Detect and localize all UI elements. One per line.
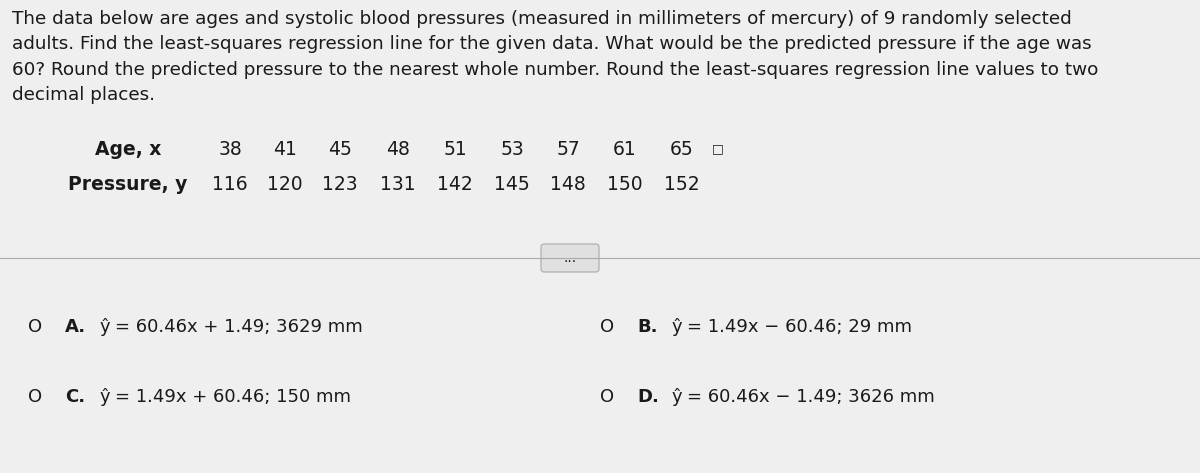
Text: 116: 116 — [212, 175, 248, 194]
Text: 123: 123 — [322, 175, 358, 194]
Text: = 60.46x + 1.49; 3629 mm: = 60.46x + 1.49; 3629 mm — [115, 318, 362, 336]
Text: 120: 120 — [268, 175, 302, 194]
Text: C.: C. — [65, 388, 85, 406]
Text: Pressure, y: Pressure, y — [68, 175, 187, 194]
Text: O: O — [28, 388, 42, 406]
Text: ŷ: ŷ — [672, 388, 683, 406]
Text: 38: 38 — [218, 140, 242, 159]
Text: ŷ: ŷ — [100, 318, 110, 336]
Text: 148: 148 — [550, 175, 586, 194]
Text: 57: 57 — [556, 140, 580, 159]
Text: 51: 51 — [443, 140, 467, 159]
Text: The data below are ages and systolic blood pressures (measured in millimeters of: The data below are ages and systolic blo… — [12, 10, 1098, 104]
Text: = 1.49x + 60.46; 150 mm: = 1.49x + 60.46; 150 mm — [115, 388, 352, 406]
Text: 152: 152 — [664, 175, 700, 194]
FancyBboxPatch shape — [541, 244, 599, 272]
Text: 41: 41 — [274, 140, 296, 159]
Text: 65: 65 — [670, 140, 694, 159]
Text: O: O — [600, 318, 614, 336]
Text: 48: 48 — [386, 140, 410, 159]
Text: 150: 150 — [607, 175, 643, 194]
Text: ...: ... — [564, 251, 576, 265]
Text: 61: 61 — [613, 140, 637, 159]
Text: ŷ: ŷ — [672, 318, 683, 336]
Text: Age, x: Age, x — [95, 140, 161, 159]
Text: 131: 131 — [380, 175, 416, 194]
Text: A.: A. — [65, 318, 86, 336]
Text: 142: 142 — [437, 175, 473, 194]
Text: = 1.49x − 60.46; 29 mm: = 1.49x − 60.46; 29 mm — [686, 318, 912, 336]
Text: O: O — [28, 318, 42, 336]
Text: O: O — [600, 388, 614, 406]
Text: D.: D. — [637, 388, 659, 406]
Text: □: □ — [712, 142, 724, 155]
Text: 45: 45 — [328, 140, 352, 159]
Text: 53: 53 — [500, 140, 524, 159]
Text: B.: B. — [637, 318, 658, 336]
Text: 145: 145 — [494, 175, 530, 194]
Text: = 60.46x − 1.49; 3626 mm: = 60.46x − 1.49; 3626 mm — [686, 388, 935, 406]
Text: ŷ: ŷ — [100, 388, 110, 406]
